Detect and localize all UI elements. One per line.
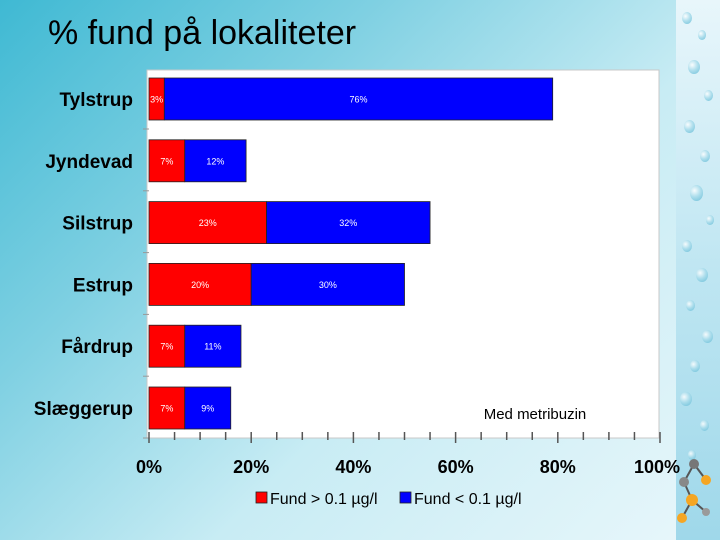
category-label-5: Slæggerup [34,399,133,420]
water-drop [700,150,710,162]
water-drop [682,12,692,24]
x-tick-label-3: 60% [438,457,474,477]
water-drop [680,392,692,407]
water-drop [684,120,695,134]
x-tick-label-5: 100% [634,457,680,477]
bar-segment-s1-c1 [184,139,247,183]
water-drop [706,215,714,225]
legend-label-1: Fund < 0.1 µg/l [414,491,522,508]
data-label-s1-c2: 32% [339,218,357,228]
bar-segment-s1-c5 [184,386,232,430]
bar-segment-s0-c4 [148,324,186,368]
water-drop [704,90,713,101]
category-label-4: Fårdrup [61,337,133,358]
x-tick-label-0: 0% [136,457,162,477]
water-drops-decoration [676,0,720,540]
legend-label-0: Fund > 0.1 µg/l [270,491,378,508]
data-label-s0-c4: 7% [160,342,173,352]
water-drop [698,30,706,40]
bar-segment-s1-c4 [184,324,242,368]
data-label-s0-c1: 7% [160,156,173,166]
x-tick-label-4: 80% [540,457,576,477]
category-label-2: Silstrup [62,214,133,235]
bar-segment-s0-c1 [148,139,186,183]
data-label-s1-c4: 11% [204,342,221,352]
category-label-0: Tylstrup [59,90,133,111]
water-drop [682,240,692,252]
water-drop [696,268,708,283]
data-label-s1-c5: 9% [201,404,214,414]
legend-swatch-1 [399,491,412,504]
molecule-icon [677,459,711,523]
water-drop [688,60,700,75]
water-drop [688,450,696,460]
water-drop [690,185,703,201]
data-label-s0-c5: 7% [160,404,173,414]
x-tick-label-2: 40% [335,457,371,477]
bar-segment-s1-c3 [250,262,405,306]
category-label-3: Estrup [73,275,133,296]
data-label-s0-c0: 3% [150,95,163,105]
data-label-s0-c2: 23% [199,218,217,228]
legend-swatch-0 [255,491,268,504]
data-label-s1-c3: 30% [319,280,337,290]
water-drop [702,330,713,344]
data-label-s1-c0: 76% [350,95,368,105]
water-drop [700,420,709,431]
plot-area [146,69,660,439]
data-label-s0-c3: 20% [191,280,209,290]
slide-title: % fund på lokaliteter [48,14,357,52]
water-drop [690,360,700,372]
bar-segment-s0-c3 [148,262,252,306]
water-drop [686,300,695,311]
category-label-1: Jyndevad [45,152,133,173]
bar-segment-s0-c2 [148,201,267,245]
annotation-label: Med metribuzin [484,406,587,423]
data-label-s1-c1: 12% [206,156,224,166]
bar-segment-s1-c0 [163,77,554,121]
bar-segment-s1-c2 [266,201,431,245]
x-tick-label-1: 20% [233,457,269,477]
